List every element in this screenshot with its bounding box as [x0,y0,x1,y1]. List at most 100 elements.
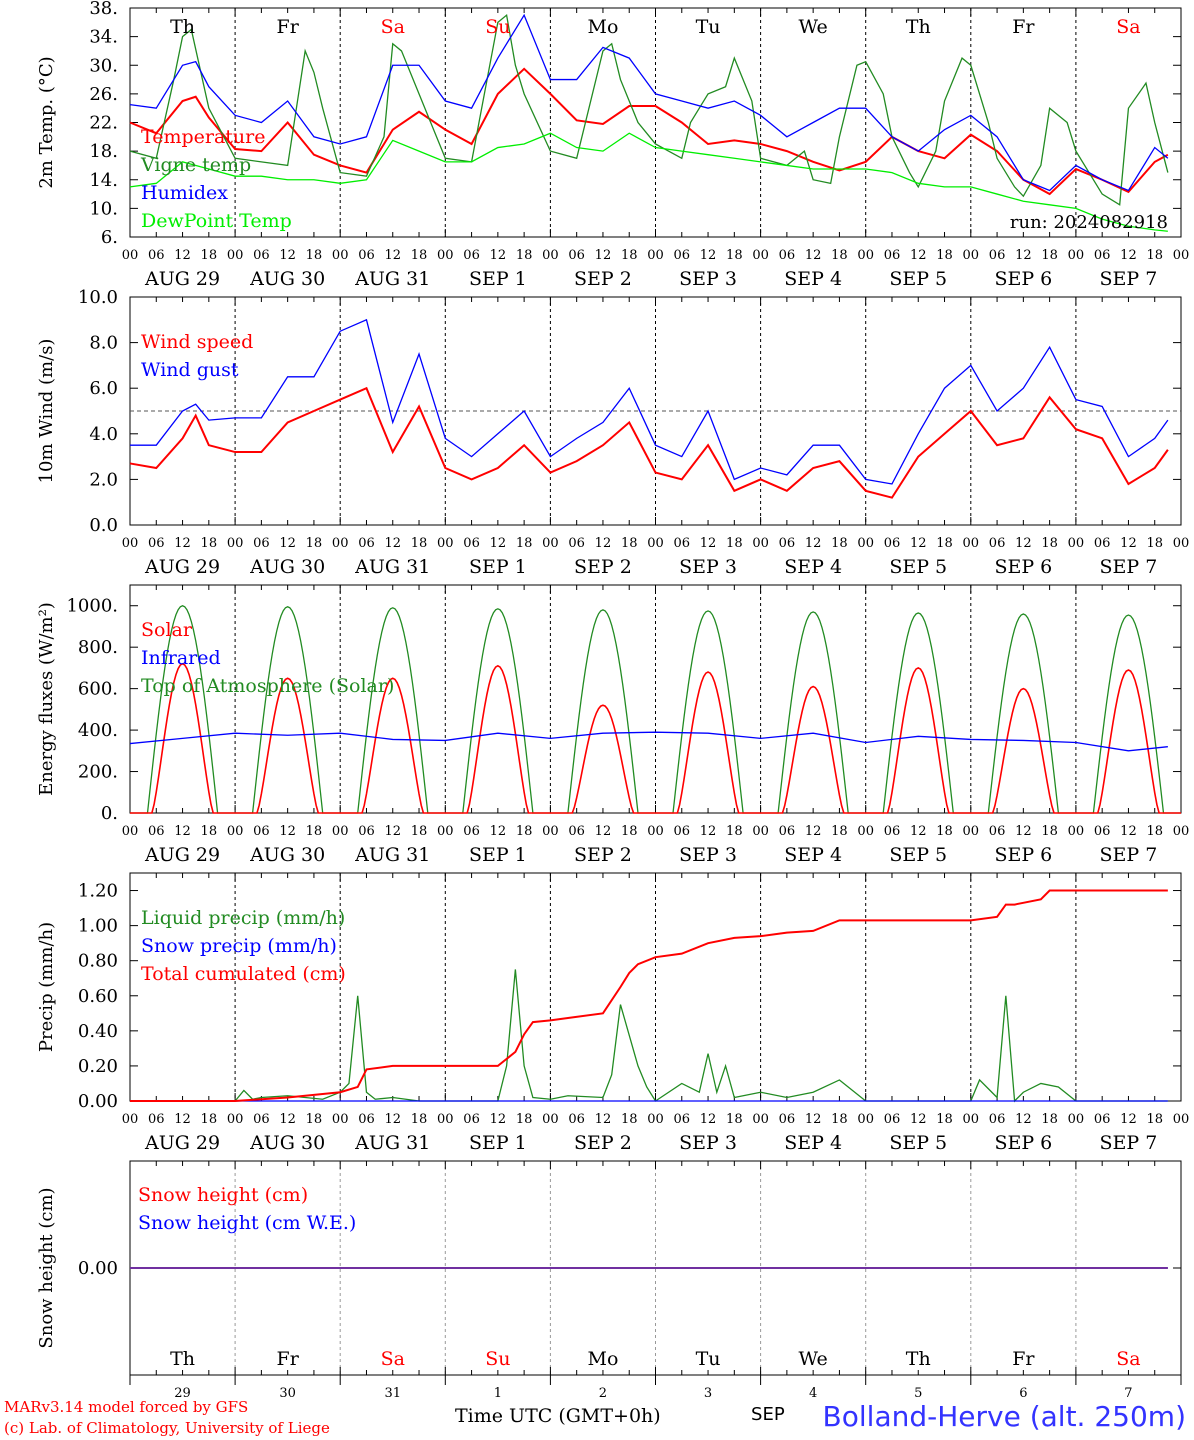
weekday-label: We [799,1348,828,1370]
date-label: SEP 2 [574,556,632,578]
hour-tick-label: 18 [201,1112,218,1127]
hour-tick-label: 18 [1041,536,1058,551]
hour-tick-label: 06 [253,536,270,551]
y-tick-label: 6.0 [89,378,118,399]
date-label: SEP 3 [679,556,737,578]
y-tick-label: 38. [89,0,118,19]
hour-tick-label: 18 [306,824,323,839]
y-tick-label: 0.60 [78,986,118,1007]
hour-tick-label: 18 [1041,248,1058,263]
hour-tick-label: 12 [1120,824,1137,839]
date-label: SEP 4 [784,268,842,290]
date-label: SEP 6 [994,268,1052,290]
hour-tick-label: 18 [516,248,533,263]
hour-tick-label: 00 [332,824,349,839]
x-axis-title: Time UTC (GMT+0h) [455,1405,661,1427]
y-tick-label: 18. [89,141,118,162]
hour-tick-label: 18 [201,248,218,263]
hour-tick-label: 18 [726,824,743,839]
y-tick-label: 0.20 [78,1056,118,1077]
hour-tick-label: 06 [674,1112,691,1127]
hour-tick-label: 06 [358,824,375,839]
date-label: SEP 1 [469,1132,527,1154]
hour-tick-label: 12 [595,1112,612,1127]
hour-tick-label: 12 [700,824,717,839]
date-label: SEP 5 [889,1132,947,1154]
hour-tick-label: 12 [490,536,507,551]
weekday-label: Mo [587,1348,618,1370]
day-number-label: 6 [1019,1386,1027,1401]
hour-tick-label: 00 [332,1112,349,1127]
legend-entry: Vigne temp [140,154,251,176]
y-axis-label: 10m Wind (m/s) [36,339,57,484]
y-axis-label: Precip (mm/h) [36,922,57,1052]
hour-tick-label: 06 [884,824,901,839]
hour-tick-label: 18 [621,1112,638,1127]
hour-tick-label: 00 [122,1112,139,1127]
y-tick-label: 0.0 [89,515,118,536]
hour-tick-label: 00 [437,248,454,263]
hour-tick-label: 06 [989,1112,1006,1127]
date-label: SEP 6 [994,556,1052,578]
hour-tick-label: 12 [805,536,822,551]
hour-tick-label: 00 [963,1112,980,1127]
date-label: SEP 5 [889,556,947,578]
hour-tick-label: 06 [674,248,691,263]
hour-tick-label: 18 [936,824,953,839]
hour-tick-label: 12 [1120,536,1137,551]
month-label: SEP [751,1404,785,1425]
hour-tick-label: 00 [437,1112,454,1127]
y-tick-label: 4.0 [89,424,118,445]
hour-tick-label: 00 [122,824,139,839]
y-axis-label: 2m Temp. (°C) [36,56,57,188]
hour-tick-label: 00 [1068,1112,1085,1127]
hour-tick-label: 06 [463,1112,480,1127]
hour-tick-label: 12 [490,248,507,263]
day-number-label: 2 [599,1386,607,1401]
hour-tick-label: 18 [306,536,323,551]
y-tick-label: 200. [78,762,118,783]
date-label: SEP 7 [1100,1132,1158,1154]
legend-entry: Snow height (cm) [138,1184,308,1206]
hour-tick-label: 18 [201,536,218,551]
hour-tick-label: 18 [306,248,323,263]
hour-tick-label: 00 [647,536,664,551]
date-label: SEP 3 [679,268,737,290]
legend-entry: Snow height (cm W.E.) [138,1212,356,1234]
weekday-label: Mo [587,16,618,38]
date-label: SEP 7 [1100,844,1158,866]
y-tick-label: 1000. [66,596,118,617]
hour-tick-label: 18 [831,824,848,839]
y-tick-label: 2.0 [89,469,118,490]
hour-tick-label: 00 [647,248,664,263]
hour-tick-label: 12 [805,248,822,263]
series-line-solar [130,662,1181,814]
hour-tick-label: 18 [1146,824,1163,839]
hour-tick-label: 00 [1068,248,1085,263]
hour-tick-label: 00 [437,536,454,551]
legend-entry: Infrared [141,647,221,669]
series-line [129,13,1169,206]
hour-tick-label: 18 [411,248,428,263]
hour-tick-label: 12 [384,824,401,839]
hour-tick-label: 12 [805,824,822,839]
day-number-label: 29 [174,1386,191,1401]
hour-tick-label: 12 [700,248,717,263]
series-line [129,13,1169,192]
day-number-label: 31 [384,1386,401,1401]
hour-tick-label: 06 [463,824,480,839]
y-tick-label: 400. [78,720,118,741]
legend-entry: Wind gust [141,359,239,381]
hour-tick-label: 18 [411,1112,428,1127]
day-number-label: 5 [914,1386,922,1401]
y-tick-label: 6. [101,227,118,248]
hour-tick-label: 06 [779,248,796,263]
hour-tick-label: 00 [542,248,559,263]
hour-tick-label: 00 [1173,536,1190,551]
hour-tick-label: 12 [1015,536,1032,551]
hour-tick-label: 06 [779,824,796,839]
day-number-label: 3 [704,1386,712,1401]
hour-tick-label: 18 [726,536,743,551]
date-label: SEP 6 [994,1132,1052,1154]
date-label: AUG 30 [249,1132,325,1154]
